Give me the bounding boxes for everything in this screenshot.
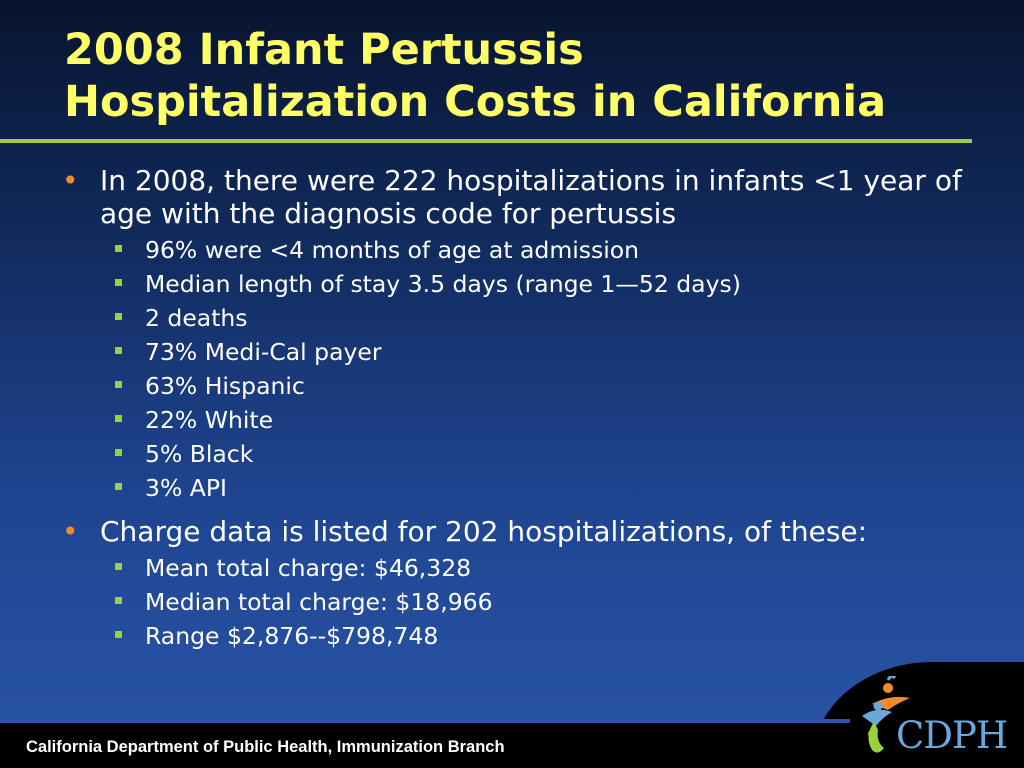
sub-bullet-item: 3% API <box>100 471 990 505</box>
sub-bullet-item: 5% Black <box>100 437 990 471</box>
cdph-wordmark: CDPH <box>896 714 1008 757</box>
sub-bullet-item: 63% Hispanic <box>100 369 990 403</box>
square-bullet-icon <box>115 449 122 456</box>
square-bullet-icon <box>115 313 122 320</box>
sub-bullet-text: 73% Medi-Cal payer <box>145 338 382 366</box>
sub-bullet-item: Mean total charge: $46,328 <box>100 551 990 585</box>
bullet-marker: • <box>62 164 79 197</box>
square-bullet-icon <box>115 597 122 604</box>
sub-bullet-list: 96% were <4 months of age at admission M… <box>100 233 990 505</box>
bullet-hospitalizations: • In 2008, there were 222 hospitalizatio… <box>60 164 990 505</box>
sub-bullet-text: 22% White <box>145 406 274 434</box>
bullet-charge-data: • Charge data is listed for 202 hospital… <box>60 515 990 653</box>
bullet-marker: • <box>62 515 79 548</box>
square-bullet-icon <box>115 245 122 252</box>
slide-title-line-1: 2008 Infant Pertussis <box>64 25 584 75</box>
sub-bullet-item: Median total charge: $18,966 <box>100 585 990 619</box>
footer-band <box>0 719 850 723</box>
sub-bullet-text: 63% Hispanic <box>145 372 305 400</box>
sub-bullet-list: Mean total charge: $46,328 Median total … <box>100 551 990 653</box>
square-bullet-icon <box>115 347 122 354</box>
bullet-text: Charge data is listed for 202 hospitaliz… <box>100 515 868 548</box>
sub-bullet-item: 73% Medi-Cal payer <box>100 335 990 369</box>
sub-bullet-text: Mean total charge: $46,328 <box>145 554 472 582</box>
square-bullet-icon <box>115 631 122 638</box>
slide-title: 2008 Infant Pertussis Hospitalization Co… <box>64 24 984 128</box>
footer-organization: California Department of Public Health, … <box>26 738 505 756</box>
sub-bullet-text: 5% Black <box>145 440 254 468</box>
slide-content: • In 2008, there were 222 hospitalizatio… <box>60 164 990 653</box>
square-bullet-icon <box>115 483 122 490</box>
sub-bullet-text: 2 deaths <box>145 304 248 332</box>
sub-bullet-item: Range $2,876--$798,748 <box>100 619 990 653</box>
square-bullet-icon <box>115 381 122 388</box>
sub-bullet-text: 96% were <4 months of age at admission <box>145 236 640 264</box>
square-bullet-icon <box>115 279 122 286</box>
sub-bullet-item: Median length of stay 3.5 days (range 1—… <box>100 267 990 301</box>
sub-bullet-item: 96% were <4 months of age at admission <box>100 233 990 267</box>
slide-title-line-2: Hospitalization Costs in California <box>64 77 887 127</box>
square-bullet-icon <box>115 415 122 422</box>
sub-bullet-text: Median total charge: $18,966 <box>145 588 493 616</box>
square-bullet-icon <box>115 563 122 570</box>
footer-bar <box>0 723 1024 768</box>
sub-bullet-item: 22% White <box>100 403 990 437</box>
sub-bullet-text: Median length of stay 3.5 days (range 1—… <box>145 270 741 298</box>
sub-bullet-text: 3% API <box>145 474 227 502</box>
title-divider <box>0 139 972 143</box>
sub-bullet-text: Range $2,876--$798,748 <box>145 622 439 650</box>
cdph-logo: CDPH <box>858 676 1008 762</box>
bullet-text: In 2008, there were 222 hospitalizations… <box>100 164 962 230</box>
cdph-people-logo-icon <box>862 676 910 753</box>
sub-bullet-item: 2 deaths <box>100 301 990 335</box>
